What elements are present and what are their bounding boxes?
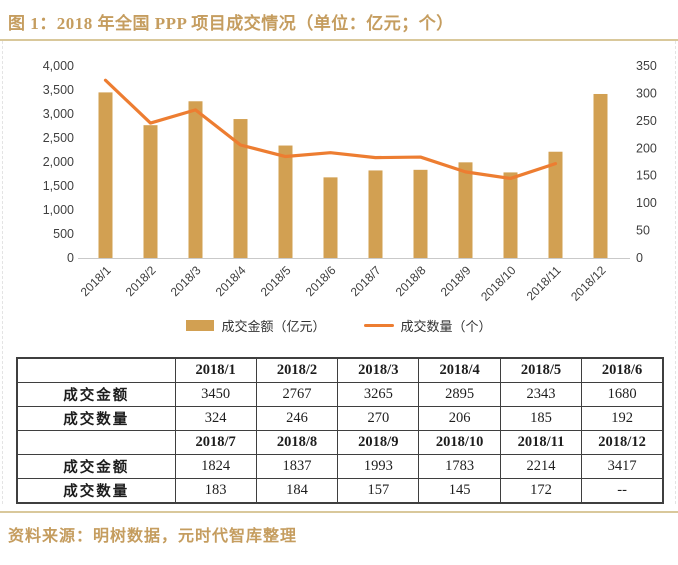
table-cell: 172	[499, 478, 583, 504]
table-cell: 2214	[499, 454, 583, 479]
table-cell: 184	[255, 478, 339, 504]
svg-text:350: 350	[636, 59, 657, 73]
svg-text:50: 50	[636, 224, 650, 238]
svg-text:100: 100	[636, 196, 657, 210]
figure-title: 图 1：2018 年全国 PPP 项目成交情况（单位：亿元；个）	[8, 14, 454, 33]
table-header-cell: 2018/5	[499, 357, 583, 383]
svg-text:2018/6: 2018/6	[303, 263, 339, 299]
table-header-cell: 2018/4	[418, 357, 501, 383]
table-cell: 2767	[255, 382, 339, 407]
table-corner-cell	[16, 430, 176, 455]
svg-text:2018/8: 2018/8	[393, 263, 429, 299]
table-cell: 1824	[174, 454, 257, 479]
table-header-cell: 2018/2	[255, 357, 339, 383]
table-cell: 157	[337, 478, 420, 504]
table-row-label: 成交数量	[16, 478, 176, 504]
table-cell: --	[581, 478, 664, 504]
legend-label-amount: 成交金额（亿元）	[221, 318, 326, 334]
table-row-label: 成交数量	[16, 406, 176, 431]
bar-series-swatch-icon	[186, 319, 215, 331]
table-cell: 3450	[174, 382, 257, 407]
table-header-cell: 2018/11	[499, 430, 583, 455]
table-cell: 2343	[499, 382, 583, 407]
legend-label-count: 成交数量（个）	[400, 318, 492, 334]
table-cell: 246	[255, 406, 339, 431]
table-header-cell: 2018/1	[174, 357, 257, 383]
svg-text:2,000: 2,000	[43, 155, 74, 169]
svg-text:2018/2: 2018/2	[123, 263, 159, 299]
svg-text:2018/9: 2018/9	[438, 263, 474, 299]
svg-text:2,500: 2,500	[43, 131, 74, 145]
table-row-label: 成交金额	[16, 454, 176, 479]
table-cell: 3265	[337, 382, 420, 407]
table-cell: 145	[418, 478, 501, 504]
table-cell: 2895	[418, 382, 501, 407]
table-row-amount-h2: 成交金额 1824 1837 1993 1783 2214 3417	[16, 454, 664, 479]
table-header-cell: 2018/3	[337, 357, 420, 383]
table-row-count-h2: 成交数量 183 184 157 145 172 --	[16, 478, 664, 504]
legend-item-amount: 成交金额（亿元）	[186, 316, 326, 335]
table-row-count-h1: 成交数量 324 246 270 206 185 192	[16, 406, 664, 431]
table-cell: 192	[581, 406, 664, 431]
svg-text:250: 250	[636, 114, 657, 128]
table-header-row-h2: 2018/7 2018/8 2018/9 2018/10 2018/11 201…	[16, 430, 664, 455]
svg-text:2018/1: 2018/1	[78, 263, 114, 299]
svg-text:2018/11: 2018/11	[524, 263, 564, 303]
table-cell: 185	[499, 406, 583, 431]
chart-legend: 成交金额（亿元） 成交数量（个）	[3, 311, 675, 339]
svg-text:0: 0	[67, 251, 74, 265]
chart-area: 0 500 1,000 1,500 2,000 2,500 3,000 3,500 4,000 0…	[3, 43, 675, 339]
table-header-cell: 2018/6	[581, 357, 664, 383]
table-cell: 183	[174, 478, 257, 504]
table-cell: 1993	[337, 454, 420, 479]
svg-text:3,500: 3,500	[43, 83, 74, 97]
svg-text:2018/5: 2018/5	[258, 263, 294, 299]
table-row-label: 成交金额	[16, 382, 176, 407]
svg-text:150: 150	[636, 169, 657, 183]
top-divider	[0, 39, 678, 41]
data-table: 2018/1 2018/2 2018/3 2018/4 2018/5 2018/…	[16, 357, 664, 504]
svg-text:300: 300	[636, 86, 657, 100]
table-header-cell: 2018/9	[337, 430, 420, 455]
svg-text:4,000: 4,000	[43, 59, 74, 73]
svg-text:2018/4: 2018/4	[213, 263, 249, 299]
table-cell: 3417	[581, 454, 664, 479]
table-cell: 324	[174, 406, 257, 431]
figure-body: 0 500 1,000 1,500 2,000 2,500 3,000 3,500 4,000 0…	[2, 41, 676, 504]
table-cell: 270	[337, 406, 420, 431]
table-cell: 1680	[581, 382, 664, 407]
svg-text:3,000: 3,000	[43, 107, 74, 121]
svg-text:2018/3: 2018/3	[168, 263, 204, 299]
table-row-amount-h1: 成交金额 3450 2767 3265 2895 2343 1680	[16, 382, 664, 407]
svg-text:2018/7: 2018/7	[348, 263, 384, 299]
table-header-cell: 2018/10	[418, 430, 501, 455]
svg-text:1,000: 1,000	[43, 203, 74, 217]
svg-text:0: 0	[636, 251, 643, 265]
combo-chart: 0 500 1,000 1,500 2,000 2,500 3,000 3,500 4,000 0…	[43, 59, 657, 304]
svg-text:200: 200	[636, 141, 657, 155]
source-line: 资料来源：明树数据，元时代智库整理	[8, 528, 298, 545]
table-header-cell: 2018/8	[255, 430, 339, 455]
table-header-cell: 2018/12	[581, 430, 664, 455]
table-corner-cell	[16, 357, 176, 383]
svg-text:1,500: 1,500	[43, 179, 74, 193]
table-header-cell: 2018/7	[174, 430, 257, 455]
table-cell: 206	[418, 406, 501, 431]
svg-text:500: 500	[53, 227, 74, 241]
table-cell: 1837	[255, 454, 339, 479]
legend-item-count: 成交数量（个）	[363, 316, 492, 335]
svg-text:2018/10: 2018/10	[478, 263, 519, 304]
table-cell: 1783	[418, 454, 501, 479]
table-header-row-h1: 2018/1 2018/2 2018/3 2018/4 2018/5 2018/…	[16, 357, 664, 383]
svg-text:2018/12: 2018/12	[568, 263, 609, 304]
bottom-divider	[0, 511, 678, 513]
line-series-swatch-icon	[363, 323, 394, 327]
